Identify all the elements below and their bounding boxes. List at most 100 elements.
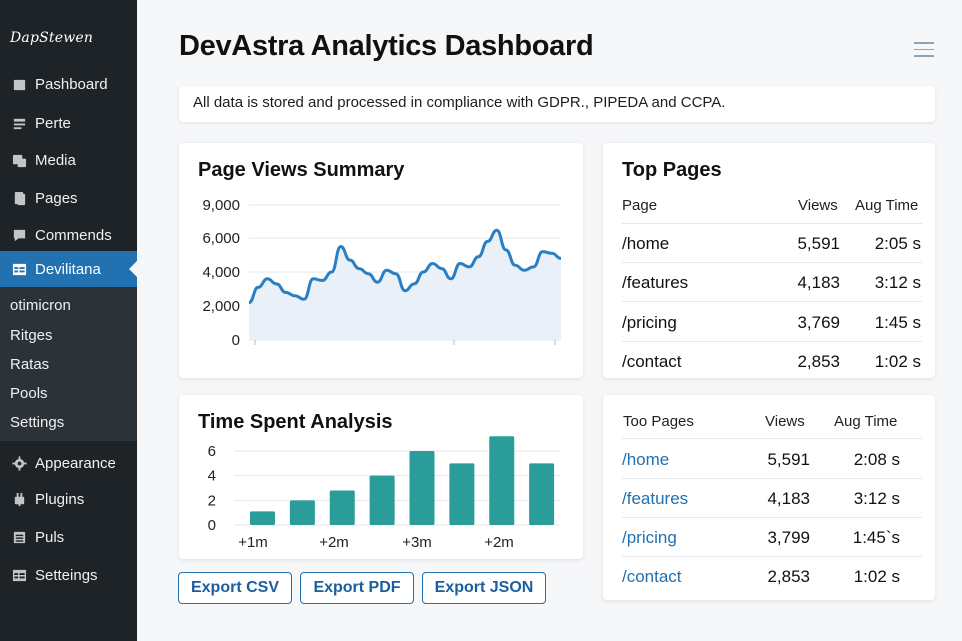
y-tick-label: 6,000	[202, 230, 240, 247]
y-tick-label: 4	[208, 468, 216, 485]
cell-time: 1:45`s	[852, 528, 900, 547]
cell-time: 2:08 s	[853, 450, 900, 469]
submenu-item-ratas[interactable]: Ratas	[10, 356, 50, 373]
sidebar-item-label: Perte	[35, 114, 71, 132]
y-tick-label: 6	[208, 443, 216, 460]
cell-time: 3:12 s	[853, 489, 900, 508]
cell-views: 4,183	[797, 273, 840, 292]
page-views-card: Page Views Summary 9,000 6,000 4,000 2,000 0	[179, 143, 583, 378]
page-views-title: Page Views Summary	[198, 159, 405, 181]
hamburger-menu-icon[interactable]	[914, 42, 934, 58]
page-link-features[interactable]: /features	[622, 489, 689, 508]
sidebar-item-media[interactable]: Media	[0, 142, 137, 178]
posts-icon	[11, 115, 27, 131]
export-pdf-button[interactable]: Export PDF	[300, 572, 414, 604]
bar	[409, 451, 435, 525]
x-tick-label: +3m	[402, 534, 432, 551]
plugin-icon	[11, 491, 27, 507]
sidebar-item-label: Pages	[35, 189, 78, 207]
sidebar-item-label: Pashboard	[35, 75, 108, 93]
sidebar-item-setteings[interactable]: Setteings	[0, 557, 137, 593]
cell-views: 5,591	[797, 234, 840, 253]
bar	[489, 436, 515, 525]
column-header-avg-time[interactable]: Aug Time	[834, 413, 898, 430]
cell-time: 1:02 s	[874, 352, 921, 371]
page-title: DevAstra Analytics Dashboard	[179, 30, 594, 62]
brand-logo[interactable]: DapStewen	[10, 30, 94, 46]
sidebar-item-commends[interactable]: Commends	[0, 217, 137, 253]
sidebar-submenu: otimicron Ritges Ratas Pools Settings	[0, 287, 137, 441]
cell-time: 1:02 s	[853, 567, 900, 586]
list-icon	[11, 529, 27, 545]
x-tick-label: +2m	[484, 534, 514, 551]
sidebar-item-puls[interactable]: Puls	[0, 519, 137, 555]
sidebar: DapStewen Pashboard Perte Media Pages Co…	[0, 0, 137, 641]
y-tick-label: 2	[208, 492, 216, 509]
row-divider	[622, 262, 922, 263]
page-link-pricing[interactable]: /pricing	[622, 528, 677, 547]
column-header-avg-time[interactable]: Aug Time	[855, 197, 919, 214]
dashboard-icon	[11, 76, 27, 92]
sidebar-item-plugins[interactable]: Plugins	[0, 481, 137, 517]
bar	[449, 463, 475, 525]
sidebar-item-label: Appearance	[35, 454, 116, 472]
bar	[289, 500, 315, 525]
sidebar-item-devilitana[interactable]: Devilitana	[0, 251, 137, 287]
sidebar-item-label: Plugins	[35, 490, 85, 508]
cell-views: 5,591	[767, 450, 810, 469]
x-tick-label: +2m	[319, 534, 349, 551]
bar	[369, 475, 395, 525]
pages-icon	[11, 190, 27, 206]
cell-page: /pricing	[622, 313, 677, 332]
page-link-home[interactable]: /home	[622, 450, 670, 469]
comments-icon	[11, 227, 27, 243]
line-area	[249, 230, 561, 340]
submenu-item-pools[interactable]: Pools	[10, 385, 48, 402]
cell-time: 2:05 s	[874, 234, 921, 253]
sidebar-item-pages[interactable]: Pages	[0, 180, 137, 216]
column-header-views[interactable]: Views	[765, 413, 805, 430]
sidebar-item-pashboard[interactable]: Pashboard	[0, 66, 137, 102]
y-tick-label: 9,000	[202, 197, 240, 214]
top-pages-card: Top Pages Page Views Aug Time /home 5,59…	[603, 143, 935, 378]
sidebar-item-label: Commends	[35, 226, 112, 244]
column-header-page[interactable]: Too Pages	[623, 413, 694, 430]
page-views-chart: 9,000 6,000 4,000 2,000 0	[202, 197, 562, 349]
cell-time: 3:12 s	[874, 273, 921, 292]
top-pages-title: Top Pages	[622, 159, 722, 181]
cell-views: 4,183	[767, 489, 810, 508]
bar	[529, 463, 555, 525]
column-header-views[interactable]: Views	[798, 197, 838, 214]
submenu-item-ritges[interactable]: Ritges	[10, 327, 53, 344]
row-divider	[622, 556, 922, 557]
column-header-page[interactable]: Page	[622, 197, 658, 214]
time-spent-chart: 6 4 2 0 +1m +2m +3m +2m	[208, 436, 561, 551]
sidebar-item-label: Devilitana	[35, 260, 101, 278]
submenu-item-settings[interactable]: Settings	[10, 414, 65, 431]
sidebar-item-label: Setteings	[35, 566, 98, 584]
too-pages-card: Too Pages Views Aug Time /home 5,591 2:0…	[603, 395, 935, 600]
row-divider	[622, 438, 922, 439]
cell-views: 3,769	[797, 313, 840, 332]
cell-page: /home	[622, 234, 670, 253]
compliance-notice: All data is stored and processed in comp…	[179, 86, 935, 122]
export-csv-button[interactable]: Export CSV	[178, 572, 292, 604]
gear-icon	[11, 455, 27, 471]
time-spent-title: Time Spent Analysis	[198, 411, 393, 433]
cell-time: 1:45 s	[874, 313, 921, 332]
cell-page: /contact	[622, 352, 682, 371]
cell-views: 3,799	[767, 528, 810, 547]
y-tick-label: 0	[208, 517, 216, 534]
row-divider	[622, 478, 922, 479]
page-link-contact[interactable]: /contact	[622, 567, 682, 586]
sidebar-item-appearance[interactable]: Appearance	[0, 445, 137, 481]
sidebar-item-label: Puls	[35, 528, 65, 546]
bar	[250, 511, 275, 525]
y-tick-label: 0	[232, 332, 240, 349]
bar	[329, 490, 355, 525]
export-json-button[interactable]: Export JSON	[422, 572, 546, 604]
submenu-item-otimicron[interactable]: otimicron	[10, 297, 71, 314]
cell-views: 2,853	[797, 352, 840, 371]
sidebar-item-perte[interactable]: Perte	[0, 105, 137, 141]
y-tick-label: 4,000	[202, 264, 240, 281]
